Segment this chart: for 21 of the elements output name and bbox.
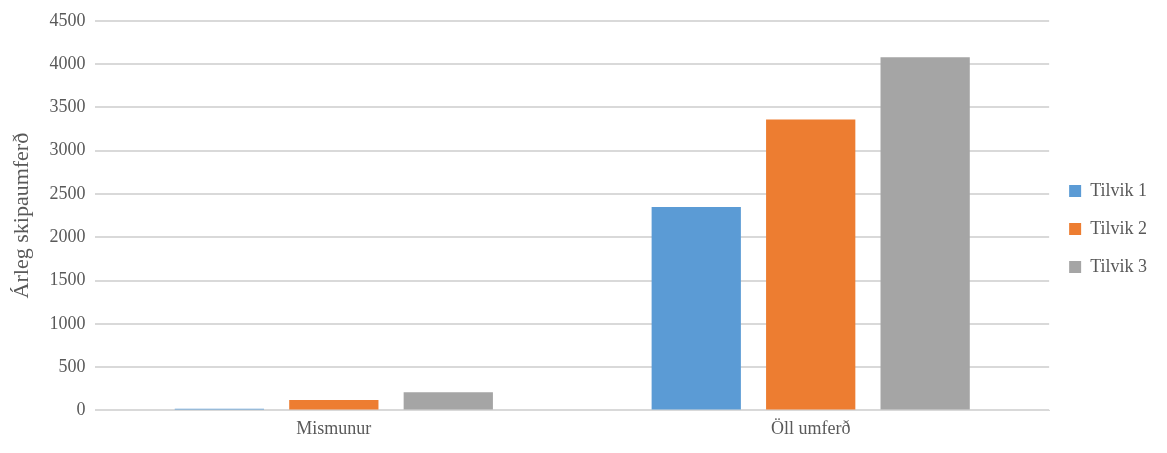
- x-tick-label: Öll umferð: [770, 417, 851, 438]
- x-tick-label: Mismunur: [296, 417, 372, 438]
- y-tick-label: 2500: [49, 182, 86, 203]
- y-axis-title: Árleg skipaumferð: [7, 132, 33, 299]
- y-tick-label: 0: [76, 399, 86, 420]
- y-tick-label: 3500: [49, 96, 86, 117]
- bar: [880, 57, 970, 410]
- legend-label: Tilvik 2: [1090, 217, 1148, 238]
- y-tick-label: 4000: [49, 52, 86, 73]
- bar: [651, 206, 741, 410]
- y-tick-label: 2000: [49, 225, 86, 246]
- bar: [289, 400, 379, 410]
- y-tick-label: 500: [58, 355, 86, 376]
- legend-label: Tilvik 3: [1090, 255, 1148, 276]
- y-tick-label: 1000: [49, 312, 86, 333]
- bar: [403, 392, 493, 410]
- y-tick-label: 3000: [49, 139, 86, 160]
- bar: [766, 119, 856, 410]
- y-tick-label: 1500: [49, 269, 86, 290]
- y-tick-label: 4500: [49, 9, 86, 30]
- legend-label: Tilvik 1: [1090, 179, 1148, 200]
